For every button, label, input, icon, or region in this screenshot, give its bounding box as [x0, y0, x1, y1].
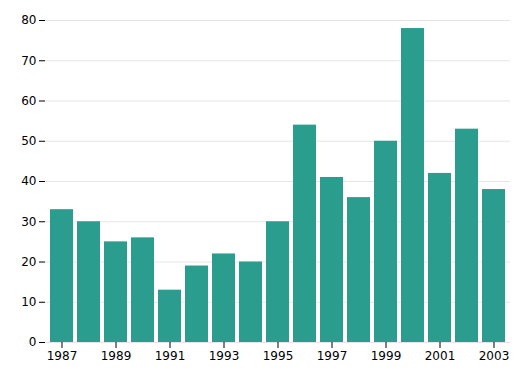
svg-text:70: 70: [21, 54, 36, 68]
svg-text:0: 0: [29, 335, 37, 349]
svg-text:1987: 1987: [47, 349, 78, 363]
svg-text:80: 80: [21, 13, 36, 27]
svg-text:1989: 1989: [101, 349, 132, 363]
svg-text:60: 60: [21, 94, 36, 108]
svg-text:2003: 2003: [479, 349, 510, 363]
svg-text:30: 30: [21, 215, 36, 229]
svg-text:40: 40: [21, 174, 36, 188]
svg-text:20: 20: [21, 255, 36, 269]
svg-text:1993: 1993: [209, 349, 240, 363]
svg-text:10: 10: [21, 295, 36, 309]
svg-text:1997: 1997: [317, 349, 348, 363]
svg-text:1995: 1995: [263, 349, 294, 363]
svg-text:1999: 1999: [371, 349, 402, 363]
svg-text:50: 50: [21, 134, 36, 148]
svg-text:1991: 1991: [155, 349, 186, 363]
svg-text:2001: 2001: [425, 349, 456, 363]
